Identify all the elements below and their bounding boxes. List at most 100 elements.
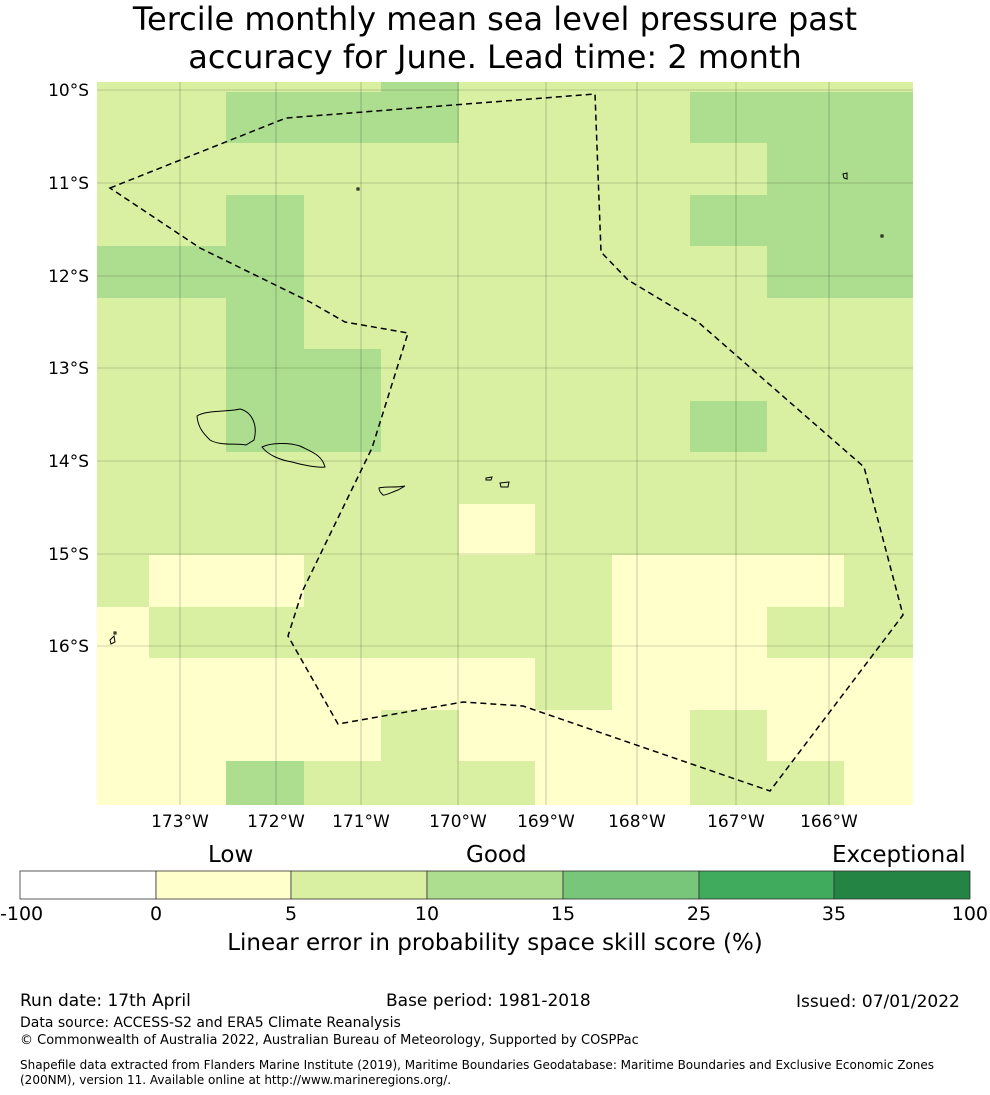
- grid-cell: [690, 82, 767, 92]
- grid-cell: [767, 92, 844, 143]
- colorbar-ticks: -100 0 5 10 15 25 35 100: [0, 903, 988, 925]
- colorbar-box: [155, 870, 292, 900]
- colorbar-tick-label: 15: [551, 903, 575, 925]
- category-label-low: Low: [208, 842, 254, 868]
- grid-cell: [149, 92, 226, 143]
- tau-island: [499, 481, 510, 488]
- skill-grid: [97, 82, 913, 805]
- colorbar-box: [698, 870, 835, 900]
- grid-cell: [844, 555, 913, 607]
- grid-cell: [381, 82, 459, 92]
- base-period: Base period: 1981-2018: [386, 991, 591, 1011]
- grid-cell: [149, 710, 226, 761]
- data-source: Data source: ACCESS-S2 and ERA5 Climate …: [20, 1015, 401, 1031]
- latitude-label: 16°S: [48, 637, 89, 657]
- grid-cell: [97, 246, 149, 298]
- island-outlines: [109, 172, 884, 645]
- grid-cell: [304, 92, 381, 143]
- colorbar-tick-label: 35: [822, 903, 846, 925]
- ofu-olosega-island: [485, 476, 493, 481]
- grid-cell: [767, 504, 844, 555]
- grid-cell: [767, 761, 844, 805]
- colorbar-tick-label: 0: [150, 903, 162, 925]
- grid-cell: [844, 349, 913, 401]
- grid-cell: [304, 349, 381, 401]
- grid-cell: [690, 504, 767, 555]
- grid-cell: [767, 298, 844, 349]
- savaii-island: [196, 408, 256, 446]
- longitude-label: 166°W: [800, 812, 858, 832]
- grid-cell: [844, 607, 913, 658]
- grid-cell: [844, 82, 913, 92]
- run-date: Run date: 17th April: [20, 991, 191, 1011]
- grid-cell: [381, 555, 459, 607]
- grid-cell: [97, 401, 149, 452]
- grid-cell: [535, 504, 612, 555]
- grid-cell: [459, 710, 535, 761]
- colorbar-box: [426, 870, 564, 900]
- latitude-label: 11°S: [48, 174, 89, 194]
- grid-cell: [97, 92, 149, 143]
- grid-cell: [767, 349, 844, 401]
- tutuila-island: [378, 485, 406, 496]
- grid-cell: [612, 246, 690, 298]
- grid-cell: [226, 504, 304, 555]
- longitude-label: 170°W: [429, 812, 487, 832]
- grid-cell: [149, 246, 226, 298]
- colorbar-tick-label: 25: [687, 903, 711, 925]
- latitude-label: 13°S: [48, 359, 89, 379]
- grid-cell: [535, 92, 612, 143]
- longitude-label: 172°W: [247, 812, 305, 832]
- grid-cell: [381, 298, 459, 349]
- grid-cell: [612, 143, 690, 195]
- grid-cell: [381, 349, 459, 401]
- grid-cell: [844, 246, 913, 298]
- grid-cell: [304, 607, 381, 658]
- grid-cell: [459, 761, 535, 805]
- eez-boundary: [108, 93, 904, 792]
- grid-cell: [459, 555, 535, 607]
- grid-cell: [226, 143, 304, 195]
- colorbar-box: [833, 870, 971, 900]
- grid-cell: [690, 452, 767, 504]
- grid-cell: [612, 504, 690, 555]
- grid-cell: [612, 401, 690, 452]
- grid-cell: [381, 92, 459, 143]
- grid-cell: [97, 452, 149, 504]
- upolu-island: [261, 443, 326, 468]
- longitude-label: 168°W: [608, 812, 666, 832]
- grid-cell: [535, 607, 612, 658]
- grid-cell: [97, 607, 149, 658]
- grid-cell: [690, 143, 767, 195]
- grid-cell: [690, 349, 767, 401]
- grid-cell: [459, 298, 535, 349]
- grid-cell: [304, 710, 381, 761]
- grid-cell: [381, 143, 459, 195]
- skill-score-map: 10°S11°S12°S13°S14°S15°S16°S 173°W 172°W 1…: [48, 81, 913, 832]
- grid-cell: [844, 298, 913, 349]
- grid-cell: [459, 195, 535, 246]
- grid-cell: [767, 607, 844, 658]
- grid-cell: [97, 82, 149, 92]
- colorbar-boxes: [19, 870, 971, 900]
- grid-cell: [612, 92, 690, 143]
- small-islet-4: [109, 634, 116, 645]
- category-label-exceptional: Exceptional: [832, 842, 966, 868]
- grid-cell: [535, 761, 612, 805]
- grid-cell: [149, 761, 226, 805]
- grid-cell: [97, 298, 149, 349]
- grid-cell: [767, 555, 844, 607]
- longitude-label: 171°W: [332, 812, 390, 832]
- grid-cell: [612, 298, 690, 349]
- grid-cell: [612, 195, 690, 246]
- grid-cell: [226, 555, 304, 607]
- grid-cell: [226, 452, 304, 504]
- category-label-good: Good: [466, 842, 527, 868]
- grid-cell: [226, 82, 304, 92]
- grid-cell: [149, 452, 226, 504]
- grid-cell: [690, 246, 767, 298]
- grid-cell: [381, 710, 459, 761]
- map-title: Tercile monthly mean sea level pressure …: [0, 0, 990, 76]
- grid-cell: [767, 246, 844, 298]
- small-islet-2: [842, 172, 848, 180]
